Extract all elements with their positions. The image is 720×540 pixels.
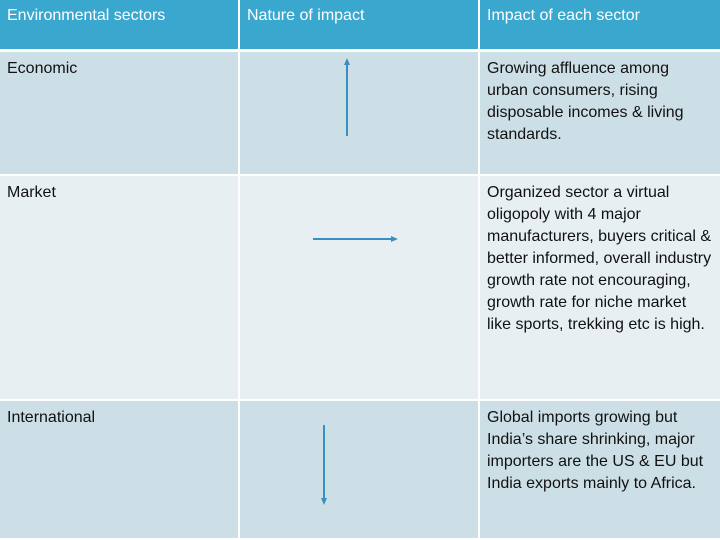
down-arrow-icon (321, 425, 327, 505)
impact-cell-market (240, 176, 480, 401)
description-cell-market: Organized sector a virtual oligopoly wit… (480, 176, 720, 401)
header-environmental-sectors: Environmental sectors (0, 0, 240, 52)
description-cell-international: Global imports growing but India’s share… (480, 401, 720, 540)
description-cell-economic: Growing affluence among urban consumers,… (480, 52, 720, 176)
sector-cell-economic: Economic (0, 52, 240, 176)
sector-cell-market: Market (0, 176, 240, 401)
header-impact-of-each-sector: Impact of each sector (480, 0, 720, 52)
sector-cell-international: International (0, 401, 240, 540)
right-arrow-icon (313, 236, 398, 242)
header-nature-of-impact: Nature of impact (240, 0, 480, 52)
impact-cell-economic (240, 52, 480, 176)
up-arrow-icon (344, 58, 350, 136)
impact-cell-international (240, 401, 480, 540)
